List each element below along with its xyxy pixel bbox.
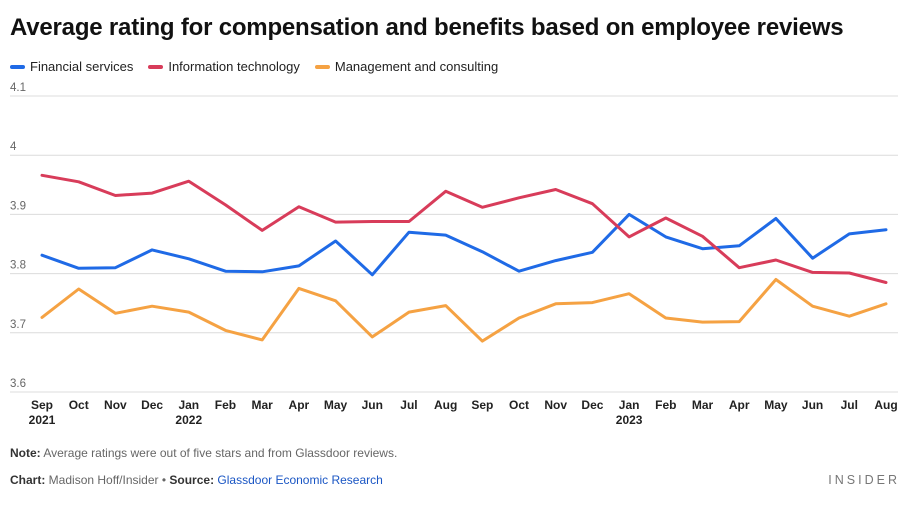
series-line-information-technology: [40, 173, 888, 284]
series-line-management-and-consulting: [40, 278, 888, 343]
x-tick-label: Jan: [178, 398, 199, 412]
x-tick-label: Feb: [215, 398, 236, 412]
chart-title: Average rating for compensation and bene…: [10, 14, 844, 41]
insider-logo: INSIDER: [828, 473, 900, 487]
legend-swatch-financial-services: [10, 64, 25, 69]
x-tick-label: Mar: [252, 398, 274, 412]
legend-swatch-management-consulting: [314, 64, 330, 69]
legend-label: Financial services: [30, 59, 134, 74]
legend-swatch-information-technology: [148, 64, 164, 69]
y-tick-label: 3.9: [10, 200, 26, 212]
chart-credit-author: Madison Hoff/Insider: [45, 473, 159, 487]
x-tick-label: Apr: [289, 398, 310, 412]
legend-item-financial-services: Financial services: [10, 59, 133, 74]
x-tick-label: Mar: [692, 398, 714, 412]
chart-note: Note: Average ratings were out of five s…: [10, 446, 397, 460]
x-tick-label: Dec: [581, 398, 603, 412]
series-line-financial-services: [40, 212, 888, 277]
x-tick-label: May: [324, 398, 348, 412]
x-tick-label: Nov: [544, 398, 567, 412]
y-tick-label: 3.8: [10, 260, 26, 272]
legend-label: Information technology: [168, 59, 300, 74]
source-label: Source:: [169, 473, 215, 487]
x-tick-label: Aug: [434, 398, 457, 412]
credit-separator: •: [158, 473, 170, 487]
x-tick-label: Apr: [729, 398, 750, 412]
x-tick-label: Feb: [655, 398, 676, 412]
legend: Financial services Information technolog…: [10, 59, 513, 74]
y-tick-label: 4.1: [10, 82, 26, 94]
chart-credit-label: Chart:: [10, 473, 46, 487]
x-tick-label: Dec: [141, 398, 163, 412]
x-tick-label: Jul: [400, 398, 417, 412]
note-label: Note:: [10, 446, 41, 460]
x-tick-label: Jan: [619, 398, 640, 412]
x-year-label: 2021: [29, 413, 56, 427]
x-tick-label: May: [764, 398, 788, 412]
x-tick-label: Sep: [31, 398, 53, 412]
source-link[interactable]: Glassdoor Economic Research: [217, 473, 383, 487]
legend-item-information-technology: Information technology: [148, 59, 300, 74]
y-tick-label: 4: [10, 141, 17, 153]
x-tick-label: Nov: [104, 398, 127, 412]
legend-label: Management and consulting: [334, 59, 499, 74]
x-tick-label: Oct: [69, 398, 89, 412]
y-tick-label: 3.6: [10, 378, 26, 390]
x-tick-label: Aug: [874, 398, 897, 412]
x-tick-label: Jun: [802, 398, 823, 412]
note-text: Average ratings were out of five stars a…: [40, 446, 398, 460]
legend-item-management-consulting: Management and consulting: [314, 59, 499, 74]
y-tick-label: 3.7: [10, 319, 26, 331]
x-year-label: 2022: [175, 413, 202, 427]
chart-credits: Chart: Madison Hoff/Insider • Source: Gl…: [10, 473, 383, 487]
x-tick-label: Jul: [841, 398, 858, 412]
x-tick-label: Sep: [471, 398, 493, 412]
x-tick-label: Jun: [362, 398, 383, 412]
x-tick-label: Oct: [509, 398, 529, 412]
x-year-label: 2023: [616, 413, 643, 427]
